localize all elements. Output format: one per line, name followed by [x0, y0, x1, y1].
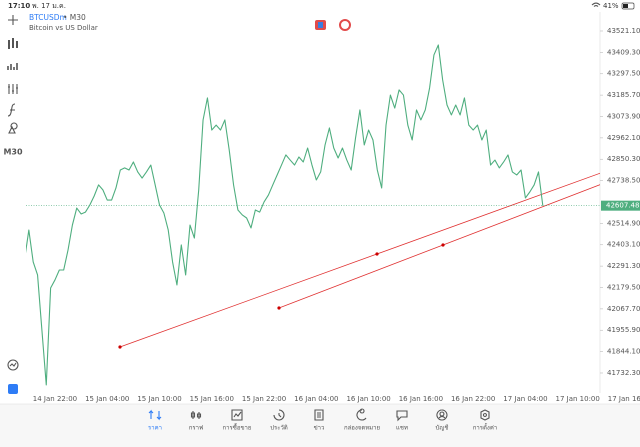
nav-icon[interactable]: [231, 409, 243, 421]
y-tick-label: 42291.30: [607, 262, 640, 270]
function-tool[interactable]: [7, 103, 16, 117]
current-price-label: 42607.48: [606, 202, 639, 210]
nav-icon[interactable]: [436, 409, 448, 421]
x-tick-label: 15 Jan 16:00: [190, 395, 234, 403]
crosshair-tool[interactable]: [8, 15, 18, 25]
period: • M30: [63, 13, 86, 22]
nav-label[interactable]: ข่าว: [314, 425, 325, 432]
trend-line[interactable]: [278, 177, 620, 309]
y-tick-label: 43409.30: [607, 48, 640, 56]
nav-icons: [148, 408, 490, 422]
signal-tool[interactable]: [7, 359, 19, 371]
x-tick-label: 15 Jan 04:00: [85, 395, 129, 403]
plot-area: [26, 44, 620, 386]
nav-icon[interactable]: [356, 408, 367, 421]
x-tick-label: 17 Jan 16:00: [608, 395, 640, 403]
y-tick-label: 42179.50: [607, 283, 640, 291]
status-time: 17:10: [8, 2, 30, 10]
battery-icon: [621, 2, 635, 10]
subtitle: Bitcoin vs US Dollar: [29, 24, 98, 32]
nav-label[interactable]: กราฟ: [189, 425, 203, 432]
x-tick-label: 17 Jan 04:00: [503, 395, 547, 403]
x-tick-label: 17 Jan 10:00: [556, 395, 600, 403]
current-price-box: [601, 200, 640, 211]
objects-tool[interactable]: [8, 122, 18, 134]
y-tick-label: 41844.10: [607, 348, 640, 356]
x-tick-label: 16 Jan 22:00: [451, 395, 495, 403]
y-tick-label: 42850.30: [607, 155, 640, 163]
trend-anchor[interactable]: [441, 243, 445, 247]
nav-icon[interactable]: [273, 409, 285, 421]
settings-tool[interactable]: [8, 84, 18, 94]
nav-label[interactable]: ประวัติ: [270, 425, 288, 432]
wifi-icon: [591, 2, 601, 7]
y-tick-label: 42067.70: [607, 305, 640, 313]
nav-label[interactable]: การตั้งค่า: [473, 422, 497, 432]
x-tick-label: 15 Jan 10:00: [137, 395, 181, 403]
depth-button[interactable]: [339, 19, 351, 31]
symbol: BTCUSDm: [29, 13, 67, 22]
x-tick-label: 14 Jan 22:00: [33, 395, 77, 403]
chart-type-tool[interactable]: [8, 38, 18, 49]
broker-logo[interactable]: [8, 384, 18, 394]
nav-label[interactable]: ราคา: [148, 425, 162, 432]
y-tick-label: 42962.10: [607, 134, 640, 142]
y-tick-label: 42403.10: [607, 241, 640, 249]
battery-fill: [623, 4, 628, 8]
x-tick-label: 15 Jan 22:00: [242, 395, 286, 403]
x-tick-label: 16 Jan 16:00: [399, 395, 443, 403]
y-tick-label: 42738.50: [607, 177, 640, 185]
timeframe-button[interactable]: M30: [3, 148, 23, 157]
x-tick-label: 16 Jan 04:00: [294, 395, 338, 403]
y-tick-label: 41732.30: [607, 369, 640, 377]
y-tick-label: 43073.90: [607, 112, 640, 120]
indicators-tool[interactable]: [7, 63, 18, 70]
y-tick-label: 43297.50: [607, 70, 640, 78]
trend-anchor[interactable]: [118, 345, 122, 349]
nav-label[interactable]: แชท: [396, 425, 408, 432]
nav-icon[interactable]: [148, 409, 162, 421]
battery-level: 41%: [603, 2, 619, 10]
nav-label[interactable]: การซื้อขาย: [223, 422, 252, 432]
trend-anchor[interactable]: [277, 306, 281, 310]
nav-icon[interactable]: [190, 411, 202, 419]
price-line: [26, 44, 544, 386]
nav-icon[interactable]: [396, 410, 408, 422]
nav-icon[interactable]: [314, 409, 324, 421]
one-click-trading-inner: [318, 22, 323, 28]
trend-anchor[interactable]: [375, 252, 379, 256]
x-tick-label: 16 Jan 10:00: [346, 395, 390, 403]
y-tick-label: 42514.90: [607, 219, 640, 227]
nav-label[interactable]: บัญชี: [436, 424, 449, 432]
nav-icon[interactable]: [480, 409, 490, 421]
status-date: พ. 17 ม.ค.: [32, 2, 66, 10]
bottom-nav: [0, 404, 640, 447]
y-tick-label: 43185.70: [607, 91, 640, 99]
trend-line[interactable]: [119, 166, 620, 348]
nav-label[interactable]: กล่องจดหมาย: [344, 425, 380, 432]
y-tick-label: 41955.90: [607, 326, 640, 334]
y-tick-label: 43521.10: [607, 27, 640, 35]
left-toolbar: [7, 15, 19, 394]
